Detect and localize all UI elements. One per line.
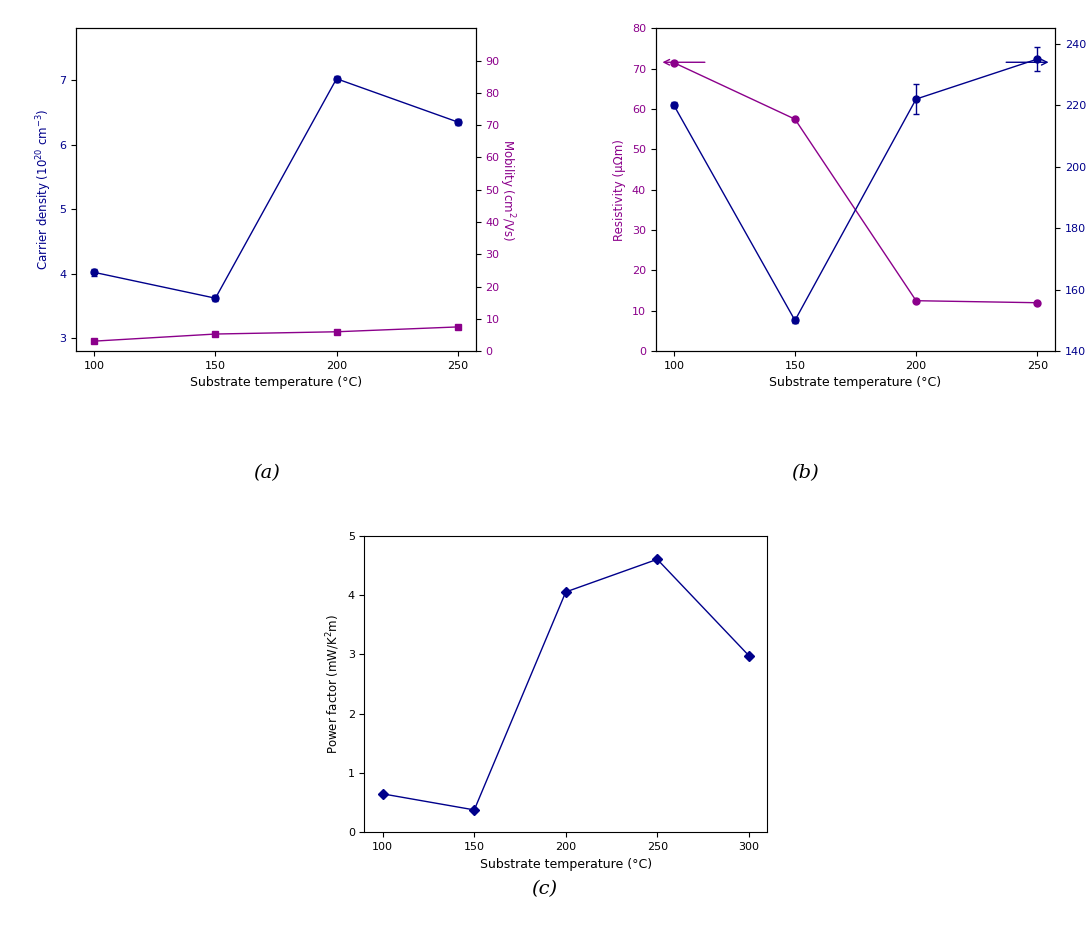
Y-axis label: Mobility (cm$^2$/Vs): Mobility (cm$^2$/Vs) bbox=[497, 139, 517, 240]
Y-axis label: Resistivity (μΩm): Resistivity (μΩm) bbox=[614, 139, 627, 240]
Text: (c): (c) bbox=[531, 880, 557, 898]
X-axis label: Substrate temperature (°C): Substrate temperature (°C) bbox=[480, 858, 652, 870]
X-axis label: Substrate temperature (°C): Substrate temperature (°C) bbox=[190, 377, 362, 390]
Y-axis label: Carrier density (10$^{20}$ cm$^{-3}$): Carrier density (10$^{20}$ cm$^{-3}$) bbox=[34, 109, 53, 271]
X-axis label: Substrate temperature (°C): Substrate temperature (°C) bbox=[769, 377, 941, 390]
Text: (a): (a) bbox=[254, 464, 280, 482]
Text: (b): (b) bbox=[791, 464, 819, 482]
Y-axis label: Power factor (mW/K$^2$m): Power factor (mW/K$^2$m) bbox=[324, 614, 342, 754]
